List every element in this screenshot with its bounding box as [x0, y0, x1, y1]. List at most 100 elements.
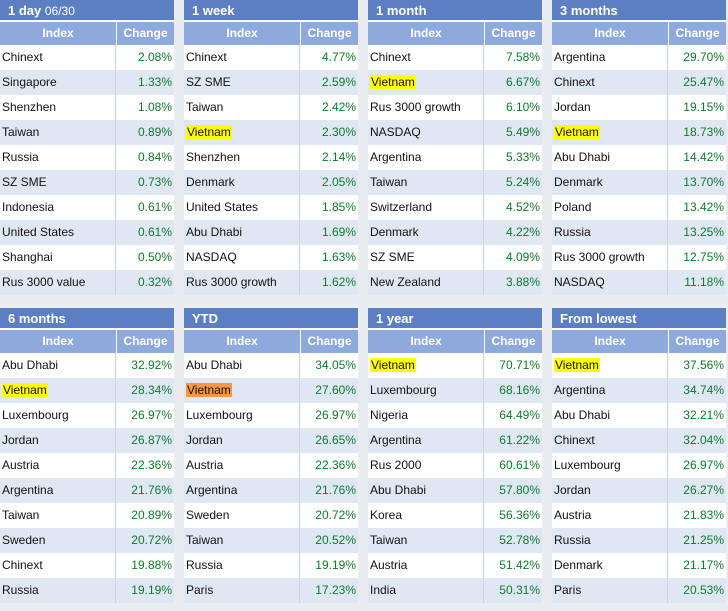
index-name-cell: Chinext — [552, 428, 668, 453]
table-row: Abu Dhabi 32.92% — [0, 353, 174, 378]
table-row: Russia 13.25% — [552, 220, 726, 245]
index-name-cell: Argentina — [184, 478, 300, 503]
column-header-index: Index — [184, 22, 301, 45]
panel-title: From lowest — [552, 308, 726, 330]
index-name: Rus 3000 value — [2, 275, 86, 289]
change-value: 13.70% — [683, 175, 724, 189]
index-name-cell: Russia — [552, 220, 668, 245]
index-name: Indonesia — [2, 200, 55, 214]
table-row: Rus 2000 60.61% — [368, 453, 542, 478]
column-header-change: Change — [123, 26, 168, 40]
column-header-change: Change — [307, 26, 352, 40]
index-name: Vietnam — [2, 383, 48, 397]
table-row: Austria 22.36% — [184, 453, 358, 478]
panel-ytd: YTD Index Change Abu Dhabi 34.05% Vietnam 27.6… — [184, 308, 358, 603]
index-name-cell: Argentina — [552, 378, 668, 403]
index-name: Shanghai — [2, 250, 53, 264]
panel-title: YTD — [184, 308, 358, 330]
index-name-cell: Korea — [368, 503, 484, 528]
index-name: New Zealand — [370, 275, 441, 289]
index-name-cell: Chinext — [0, 45, 116, 70]
index-name: United States — [186, 200, 259, 214]
index-name: Vietnam — [186, 125, 232, 139]
index-name-cell: NASDAQ — [552, 270, 668, 295]
index-name-cell: Sweden — [0, 528, 116, 553]
table-row: Austria 22.36% — [0, 453, 174, 478]
table-row: Rus 3000 value 0.32% — [0, 270, 174, 295]
index-name-cell: Taiwan — [0, 120, 116, 145]
index-name-cell: Luxembourg — [368, 378, 484, 403]
index-name-cell: Abu Dhabi — [184, 353, 300, 378]
change-value: 11.18% — [684, 275, 724, 289]
table-row: Luxembourg 26.97% — [552, 453, 726, 478]
index-name: Chinext — [2, 50, 43, 64]
table-row: Nigeria 64.49% — [368, 403, 542, 428]
table-row: United States 1.85% — [184, 195, 358, 220]
index-name: Argentina — [2, 483, 54, 497]
change-value: 22.36% — [315, 458, 356, 472]
change-value: 1.62% — [321, 275, 356, 289]
change-value: 19.19% — [131, 583, 172, 597]
table-row: Chinext 4.77% — [184, 45, 358, 70]
table-row: Denmark 2.05% — [184, 170, 358, 195]
column-header-change: Change — [307, 334, 352, 348]
table-row: Sweden 20.72% — [184, 503, 358, 528]
table-body: Abu Dhabi 34.05% Vietnam 27.60% Luxembourg 26… — [184, 353, 358, 603]
index-name: Vietnam — [554, 125, 600, 139]
index-name: Chinext — [2, 558, 43, 572]
index-name: Taiwan — [370, 175, 408, 189]
table-row: Rus 3000 growth 6.10% — [368, 95, 542, 120]
table-row: Argentina 21.76% — [184, 478, 358, 503]
table-row: Austria 21.83% — [552, 503, 726, 528]
change-value: 21.83% — [683, 508, 724, 522]
change-value: 4.52% — [505, 200, 540, 214]
index-name: Abu Dhabi — [2, 358, 59, 372]
index-name-cell: Chinext — [0, 553, 116, 578]
table-header: Index Change — [552, 22, 726, 45]
table-row: Chinext 19.88% — [0, 553, 174, 578]
change-value: 17.23% — [315, 583, 356, 597]
index-name: Vietnam — [370, 358, 416, 372]
change-value: 34.74% — [683, 383, 724, 397]
table-row: Shanghai 0.50% — [0, 245, 174, 270]
change-value: 0.73% — [137, 175, 172, 189]
index-name: Denmark — [186, 175, 235, 189]
change-value: 2.08% — [137, 50, 172, 64]
index-name-cell: Denmark — [552, 170, 668, 195]
change-value: 13.42% — [683, 200, 724, 214]
change-value: 28.34% — [131, 383, 172, 397]
column-header-change: Change — [491, 334, 536, 348]
column-header-index: Index — [368, 330, 485, 353]
change-value: 60.61% — [499, 458, 540, 472]
table-row: India 50.31% — [368, 578, 542, 603]
index-name-cell: Luxembourg — [0, 403, 116, 428]
panel-title-text: 1 week — [192, 3, 235, 18]
table-row: Chinext 25.47% — [552, 70, 726, 95]
panel-title: 1 week — [184, 0, 358, 22]
table-row: Argentina 29.70% — [552, 45, 726, 70]
index-name: United States — [2, 225, 75, 239]
index-name-cell: Russia — [184, 553, 300, 578]
change-value: 21.76% — [315, 483, 356, 497]
index-name-cell: United States — [184, 195, 300, 220]
index-name: SZ SME — [2, 175, 47, 189]
change-value: 20.52% — [315, 533, 356, 547]
index-name-cell: Vietnam — [184, 378, 300, 403]
index-name-cell: Shanghai — [0, 245, 116, 270]
index-name: Taiwan — [370, 533, 408, 547]
table-row: Austria 51.42% — [368, 553, 542, 578]
index-name: Argentina — [554, 50, 606, 64]
table-row: Singapore 1.33% — [0, 70, 174, 95]
table-row: Taiwan 0.89% — [0, 120, 174, 145]
table-row: NASDAQ 1.63% — [184, 245, 358, 270]
change-value: 37.56% — [683, 358, 724, 372]
index-name: Russia — [554, 533, 591, 547]
table-row: Argentina 5.33% — [368, 145, 542, 170]
panel-3-months: 3 months Index Change Argentina 29.70% Chinex… — [552, 0, 726, 295]
table-row: SZ SME 4.09% — [368, 245, 542, 270]
change-value: 2.14% — [321, 150, 356, 164]
index-name-cell: Jordan — [184, 428, 300, 453]
index-name-cell: Singapore — [0, 70, 116, 95]
table-body: Chinext 4.77% SZ SME 2.59% Taiwan 2.42% Vietna… — [184, 45, 358, 295]
index-name-cell: Austria — [368, 553, 484, 578]
